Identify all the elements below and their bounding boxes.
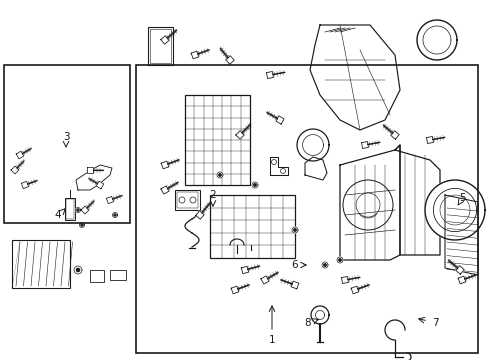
Polygon shape: [161, 36, 169, 44]
Circle shape: [190, 197, 196, 203]
Polygon shape: [261, 276, 268, 284]
Circle shape: [280, 168, 285, 174]
Polygon shape: [218, 174, 221, 176]
Polygon shape: [338, 259, 341, 261]
Text: 1: 1: [268, 335, 275, 345]
Polygon shape: [394, 145, 439, 255]
Polygon shape: [305, 157, 326, 180]
Polygon shape: [296, 129, 328, 161]
Polygon shape: [195, 211, 204, 219]
Polygon shape: [231, 286, 238, 294]
Polygon shape: [87, 167, 93, 173]
Polygon shape: [323, 264, 325, 266]
Polygon shape: [80, 222, 84, 228]
Polygon shape: [106, 197, 113, 204]
Text: 6: 6: [291, 260, 298, 270]
Polygon shape: [161, 161, 168, 169]
Polygon shape: [290, 281, 298, 289]
Polygon shape: [291, 227, 297, 233]
Circle shape: [179, 197, 184, 203]
Text: 4: 4: [55, 210, 61, 220]
Polygon shape: [339, 145, 399, 260]
Polygon shape: [253, 184, 256, 186]
Polygon shape: [81, 206, 89, 214]
Polygon shape: [112, 212, 117, 217]
Polygon shape: [241, 266, 248, 274]
Polygon shape: [235, 131, 244, 139]
Polygon shape: [426, 136, 432, 144]
Bar: [184, 95, 249, 185]
Bar: [4, 65, 129, 223]
Bar: [90, 270, 104, 282]
Polygon shape: [114, 214, 116, 216]
Text: 3: 3: [62, 132, 69, 142]
Bar: [209, 195, 294, 258]
Bar: [148, 27, 173, 65]
Polygon shape: [275, 116, 284, 124]
Polygon shape: [76, 269, 80, 271]
Text: 7: 7: [431, 318, 437, 328]
Polygon shape: [251, 182, 258, 188]
Polygon shape: [217, 172, 223, 178]
Polygon shape: [75, 207, 81, 212]
Polygon shape: [266, 72, 273, 78]
Polygon shape: [444, 195, 477, 275]
Bar: [150, 29, 171, 63]
Polygon shape: [424, 180, 484, 240]
Bar: [110, 270, 126, 280]
Polygon shape: [81, 224, 83, 226]
Text: 2: 2: [209, 190, 216, 200]
Polygon shape: [77, 209, 79, 211]
Polygon shape: [309, 25, 399, 130]
Polygon shape: [341, 276, 348, 283]
Text: 5: 5: [458, 193, 465, 203]
Polygon shape: [161, 186, 169, 194]
Polygon shape: [390, 131, 398, 139]
Bar: [136, 65, 477, 353]
Polygon shape: [457, 276, 465, 284]
Text: 8: 8: [304, 318, 311, 328]
Circle shape: [271, 159, 276, 165]
Bar: [177, 192, 198, 208]
Bar: [65, 198, 75, 220]
Polygon shape: [455, 266, 463, 274]
Bar: [12, 240, 70, 288]
Bar: [66, 199, 74, 219]
Polygon shape: [21, 181, 28, 189]
Polygon shape: [336, 257, 342, 263]
Polygon shape: [322, 262, 327, 268]
Polygon shape: [269, 157, 287, 175]
Polygon shape: [350, 286, 358, 294]
Polygon shape: [76, 165, 112, 190]
Polygon shape: [74, 266, 82, 274]
Polygon shape: [293, 229, 296, 231]
Polygon shape: [16, 151, 24, 159]
Polygon shape: [225, 56, 234, 64]
Polygon shape: [96, 181, 103, 189]
Bar: [175, 190, 200, 210]
Polygon shape: [11, 166, 19, 174]
Polygon shape: [361, 141, 368, 148]
Polygon shape: [191, 51, 199, 59]
